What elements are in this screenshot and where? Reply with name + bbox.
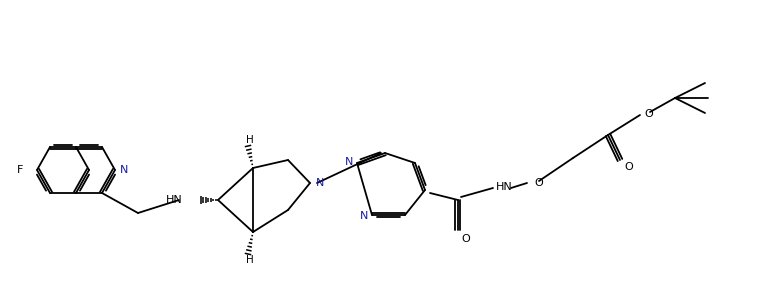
Text: N: N — [344, 157, 353, 167]
Text: H: H — [246, 255, 254, 265]
Text: N: N — [360, 211, 368, 221]
Text: HN: HN — [166, 195, 183, 205]
Text: O: O — [534, 178, 542, 188]
Text: O: O — [624, 162, 633, 172]
Text: O: O — [644, 109, 653, 119]
Text: O: O — [461, 234, 470, 244]
Text: N: N — [120, 165, 129, 175]
Text: HN: HN — [496, 182, 513, 192]
Text: N: N — [316, 178, 324, 188]
Text: F: F — [17, 165, 23, 175]
Text: H: H — [246, 135, 254, 145]
